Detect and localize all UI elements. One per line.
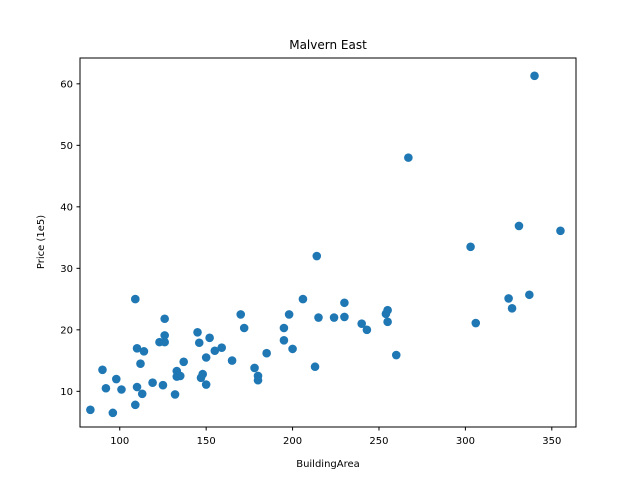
y-tick-label: 30 [60,264,73,275]
chart-title: Malvern East [289,38,367,52]
data-point [404,153,413,162]
data-point [131,400,140,410]
data-point [357,319,367,328]
x-axis-label: BuildingArea [296,459,360,470]
data-point [288,344,297,354]
x-tick-label: 200 [283,436,302,447]
data-point [101,383,111,393]
data-point [117,385,126,394]
data-point [160,331,169,340]
data-point [250,363,259,373]
y-axis-ticks: 10 20 30 40 50 60 [60,79,80,398]
data-point [383,305,392,315]
data-point [179,357,188,367]
data-point [98,365,107,375]
x-axis-ticks: 100 150 200 250 300 350 [110,427,561,447]
data-point [504,294,513,303]
data-point [131,294,140,304]
x-tick-label: 250 [369,436,388,447]
plot-area-frame [79,57,577,428]
data-point [507,304,517,313]
data-point [530,71,539,81]
data-point [279,335,289,345]
data-point [170,390,180,399]
data-point [160,337,169,347]
x-tick-label: 350 [542,436,561,447]
data-point [471,318,481,328]
data-point [148,378,157,388]
data-point [198,369,207,379]
y-tick-label: 60 [60,79,73,90]
data-point [201,353,211,362]
x-tick-label: 150 [197,436,216,447]
data-point [136,359,145,368]
data-point [217,343,227,352]
data-point [239,323,249,333]
data-point [210,346,220,356]
data-point [514,221,524,231]
data-point [158,380,168,390]
y-tick-label: 50 [60,141,73,152]
data-point [340,298,349,308]
data-point [175,371,185,381]
data-point [310,362,320,372]
data-point [556,226,565,236]
data-point [227,356,237,365]
data-point [340,312,349,322]
data-point [132,382,142,392]
data-point [383,317,392,327]
y-tick-label: 10 [60,387,73,398]
data-point [525,290,534,300]
y-tick-label: 40 [60,202,73,213]
data-point [201,380,211,389]
data-point [160,314,169,324]
data-point [279,323,289,333]
points-layer [86,71,565,418]
data-point [466,242,475,252]
data-point [194,338,204,348]
data-point [139,347,149,356]
data-point [284,310,294,319]
data-point [391,350,401,360]
data-point [312,251,322,261]
data-point [253,375,263,385]
data-point [262,348,271,358]
data-point [132,343,142,353]
data-point [329,313,339,322]
x-tick-label: 300 [456,436,475,447]
data-point [236,310,246,319]
x-tick-label: 100 [110,436,129,447]
data-point [362,325,372,335]
data-point [111,374,121,384]
data-point [108,408,118,418]
data-point [314,313,323,322]
data-point [205,333,214,343]
data-point [137,389,147,399]
data-point [193,327,202,337]
y-tick-label: 20 [60,325,73,336]
data-point [298,294,308,304]
data-point [86,405,95,415]
y-axis-label: Price (1e5) [36,215,47,269]
